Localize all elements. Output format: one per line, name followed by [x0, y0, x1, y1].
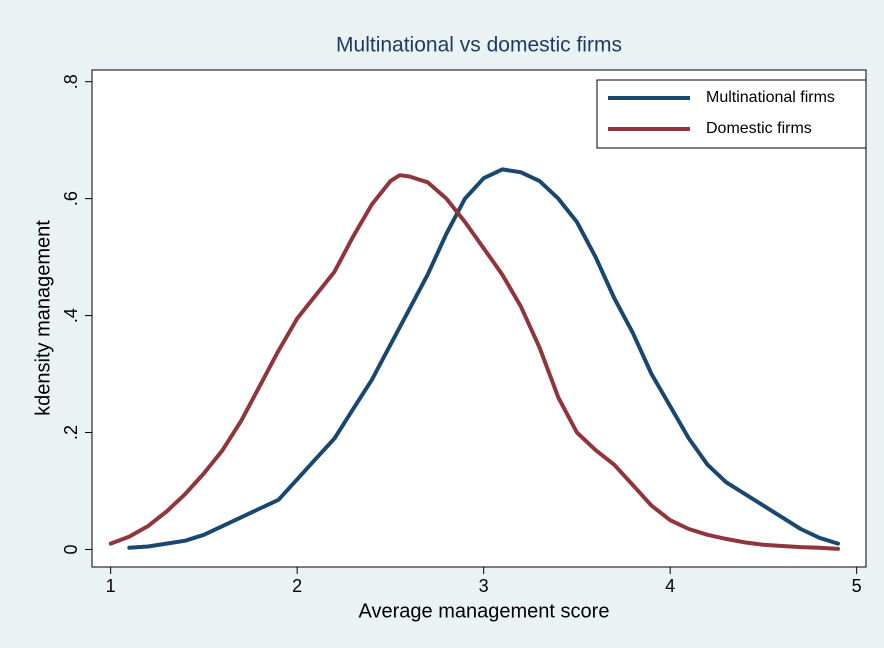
line-series [108, 173, 840, 551]
chart-title: Multinational vs domestic firms [336, 34, 622, 57]
y-tick-label: .8 [61, 74, 81, 89]
line-series [127, 167, 840, 550]
legend-label: Domestic firms [706, 120, 812, 137]
x-tick-label: 2 [292, 576, 302, 596]
legend-box [596, 79, 867, 149]
legend-label: Multinational firms [706, 89, 835, 106]
x-tick-label: 5 [852, 576, 862, 596]
y-axis-label: kdensity management [32, 220, 54, 416]
x-tick-label: 3 [479, 576, 489, 596]
x-tick-label: 1 [106, 576, 116, 596]
y-tick-label: 0 [61, 544, 81, 554]
y-tick-label: .6 [61, 191, 81, 206]
x-tick-label: 4 [665, 576, 675, 596]
y-tick-label: .2 [61, 425, 81, 440]
plot-area [91, 69, 867, 568]
y-tick-label: .4 [61, 308, 81, 323]
x-axis-label: Average management score [359, 600, 610, 622]
